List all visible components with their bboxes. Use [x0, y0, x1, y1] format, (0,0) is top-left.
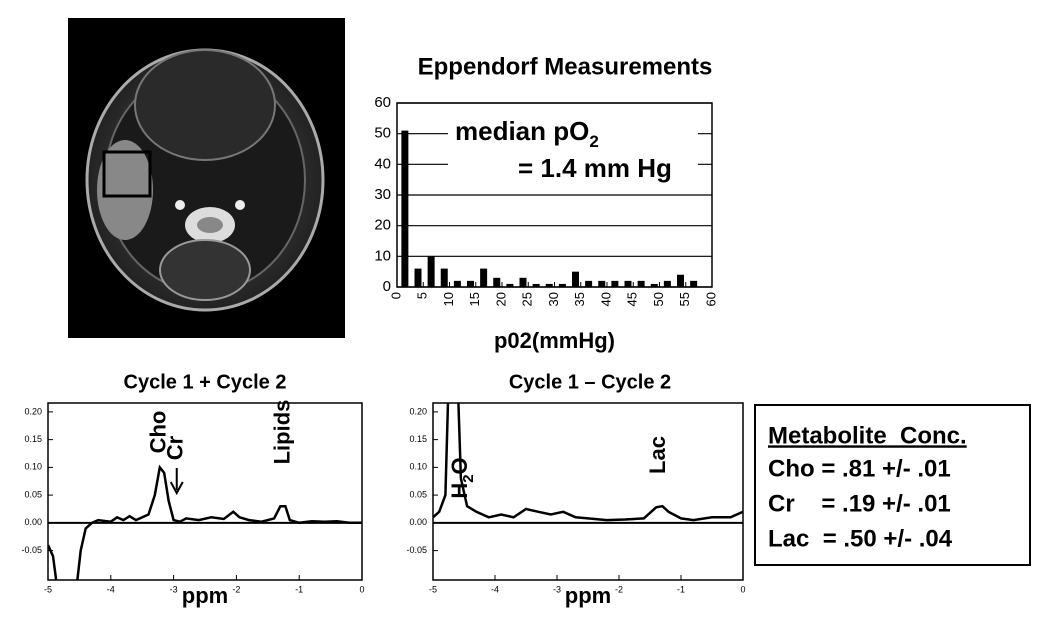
y-tick-label: 50 [374, 125, 391, 142]
annotation-text: median pO [455, 116, 589, 146]
mri-image [68, 18, 345, 338]
y-tick-label: 0.15 [409, 434, 427, 444]
y-tick-label: 0 [383, 278, 391, 295]
bar [598, 280, 606, 287]
annotation: Cho [146, 411, 171, 454]
x-tick-label: -3 [553, 584, 561, 594]
x-tick-label: 0 [359, 584, 364, 594]
bar [440, 268, 448, 287]
y-tick-label: 20 [374, 217, 391, 234]
y-tick-label: 0.10 [409, 462, 427, 472]
bar [519, 277, 527, 287]
y-tick-label: 60 [374, 94, 391, 111]
annotation: = 1.4 mm Hg [518, 153, 672, 183]
x-tick-label: 25 [520, 292, 535, 306]
bar [532, 283, 540, 287]
x-tick-label: 40 [598, 292, 613, 306]
bar [677, 274, 684, 287]
bar [558, 283, 566, 287]
bar [663, 280, 671, 287]
annotation-bg [448, 116, 698, 186]
table-row: Cr = .19 +/- .01 [768, 490, 951, 517]
bar [585, 280, 593, 287]
y-tick-label: 40 [374, 155, 391, 172]
x-tick-label: 30 [546, 292, 561, 306]
spectrum-line [433, 403, 743, 522]
x-axis-label: ppm [565, 583, 611, 608]
annotation: Cr [163, 435, 188, 460]
annotation: Lac [645, 436, 670, 474]
x-tick-label: 45 [625, 292, 640, 306]
bar [624, 280, 632, 287]
table-row: Lac = .50 +/- .04 [768, 525, 953, 552]
y-tick-label: 30 [374, 186, 391, 203]
x-tick-label: -2 [232, 584, 240, 594]
bar [637, 280, 645, 287]
x-tick-label: 55 [677, 292, 692, 306]
arrow-head [169, 481, 184, 496]
table-box [754, 404, 1031, 566]
annotation: H2O [447, 457, 478, 498]
table-row: Cho = .81 +/- .01 [768, 455, 951, 482]
x-tick-label: -1 [677, 584, 685, 594]
y-tick-label: 0.05 [24, 489, 42, 499]
x-tick-label: 35 [572, 292, 587, 306]
chart-title: Eppendorf Measurements [418, 53, 713, 80]
bar [572, 271, 579, 287]
x-tick-label: -4 [491, 584, 499, 594]
annotation: median pO2 [455, 116, 599, 151]
x-tick-label: 5 [415, 292, 430, 299]
x-tick-label: -1 [295, 584, 303, 594]
bar [414, 268, 422, 287]
x-tick-label: 60 [703, 292, 718, 306]
bar [650, 283, 658, 287]
annotation-subscript: 2 [589, 132, 598, 151]
y-tick-label: 0.10 [24, 462, 42, 472]
x-tick-label: -4 [107, 584, 115, 594]
bar [545, 283, 553, 287]
x-tick-label: -5 [44, 584, 52, 594]
annotation-text: H [447, 483, 472, 499]
bar [401, 130, 409, 287]
plot-frame [432, 402, 744, 581]
chart-title: Cycle 1 – Cycle 2 [509, 371, 671, 393]
x-tick-label: 0 [388, 292, 403, 299]
chart-title: Cycle 1 + Cycle 2 [124, 371, 287, 393]
y-tick-label: -0.05 [21, 545, 42, 555]
y-tick-label: 0.20 [24, 406, 42, 416]
annotation-subscript: 2 [460, 474, 477, 482]
y-tick-label: -0.05 [406, 545, 427, 555]
bar [453, 280, 461, 287]
y-tick-label: 0.05 [409, 489, 427, 499]
table-title: Metabolite Conc. [768, 422, 967, 449]
y-tick-label: 0.00 [24, 517, 42, 527]
y-tick-label: 10 [374, 247, 391, 264]
bar [611, 280, 619, 287]
y-tick-label: 0.15 [24, 434, 42, 444]
plot-frame [47, 402, 363, 581]
annotation-text: O [447, 457, 472, 474]
x-tick-label: 10 [441, 292, 456, 306]
x-tick-label: 20 [493, 292, 508, 306]
bar [493, 277, 501, 287]
bar [480, 268, 488, 287]
x-axis-label: p02(mmHg) [494, 328, 615, 353]
x-tick-label: 0 [740, 584, 745, 594]
y-tick-label: 0.20 [409, 406, 427, 416]
annotation: Lipids [269, 400, 294, 465]
x-tick-label: 50 [651, 292, 666, 306]
x-tick-label: -5 [429, 584, 437, 594]
x-tick-label: -3 [170, 584, 178, 594]
x-tick-label: 15 [467, 292, 482, 306]
x-tick-label: -2 [615, 584, 623, 594]
spectrum-line [48, 464, 362, 580]
bar [506, 283, 514, 287]
x-axis-label: ppm [182, 583, 228, 608]
bar [690, 280, 698, 287]
bar [427, 256, 435, 287]
y-tick-label: 0.00 [409, 517, 427, 527]
plot-frame [396, 102, 713, 288]
bar [467, 280, 474, 287]
